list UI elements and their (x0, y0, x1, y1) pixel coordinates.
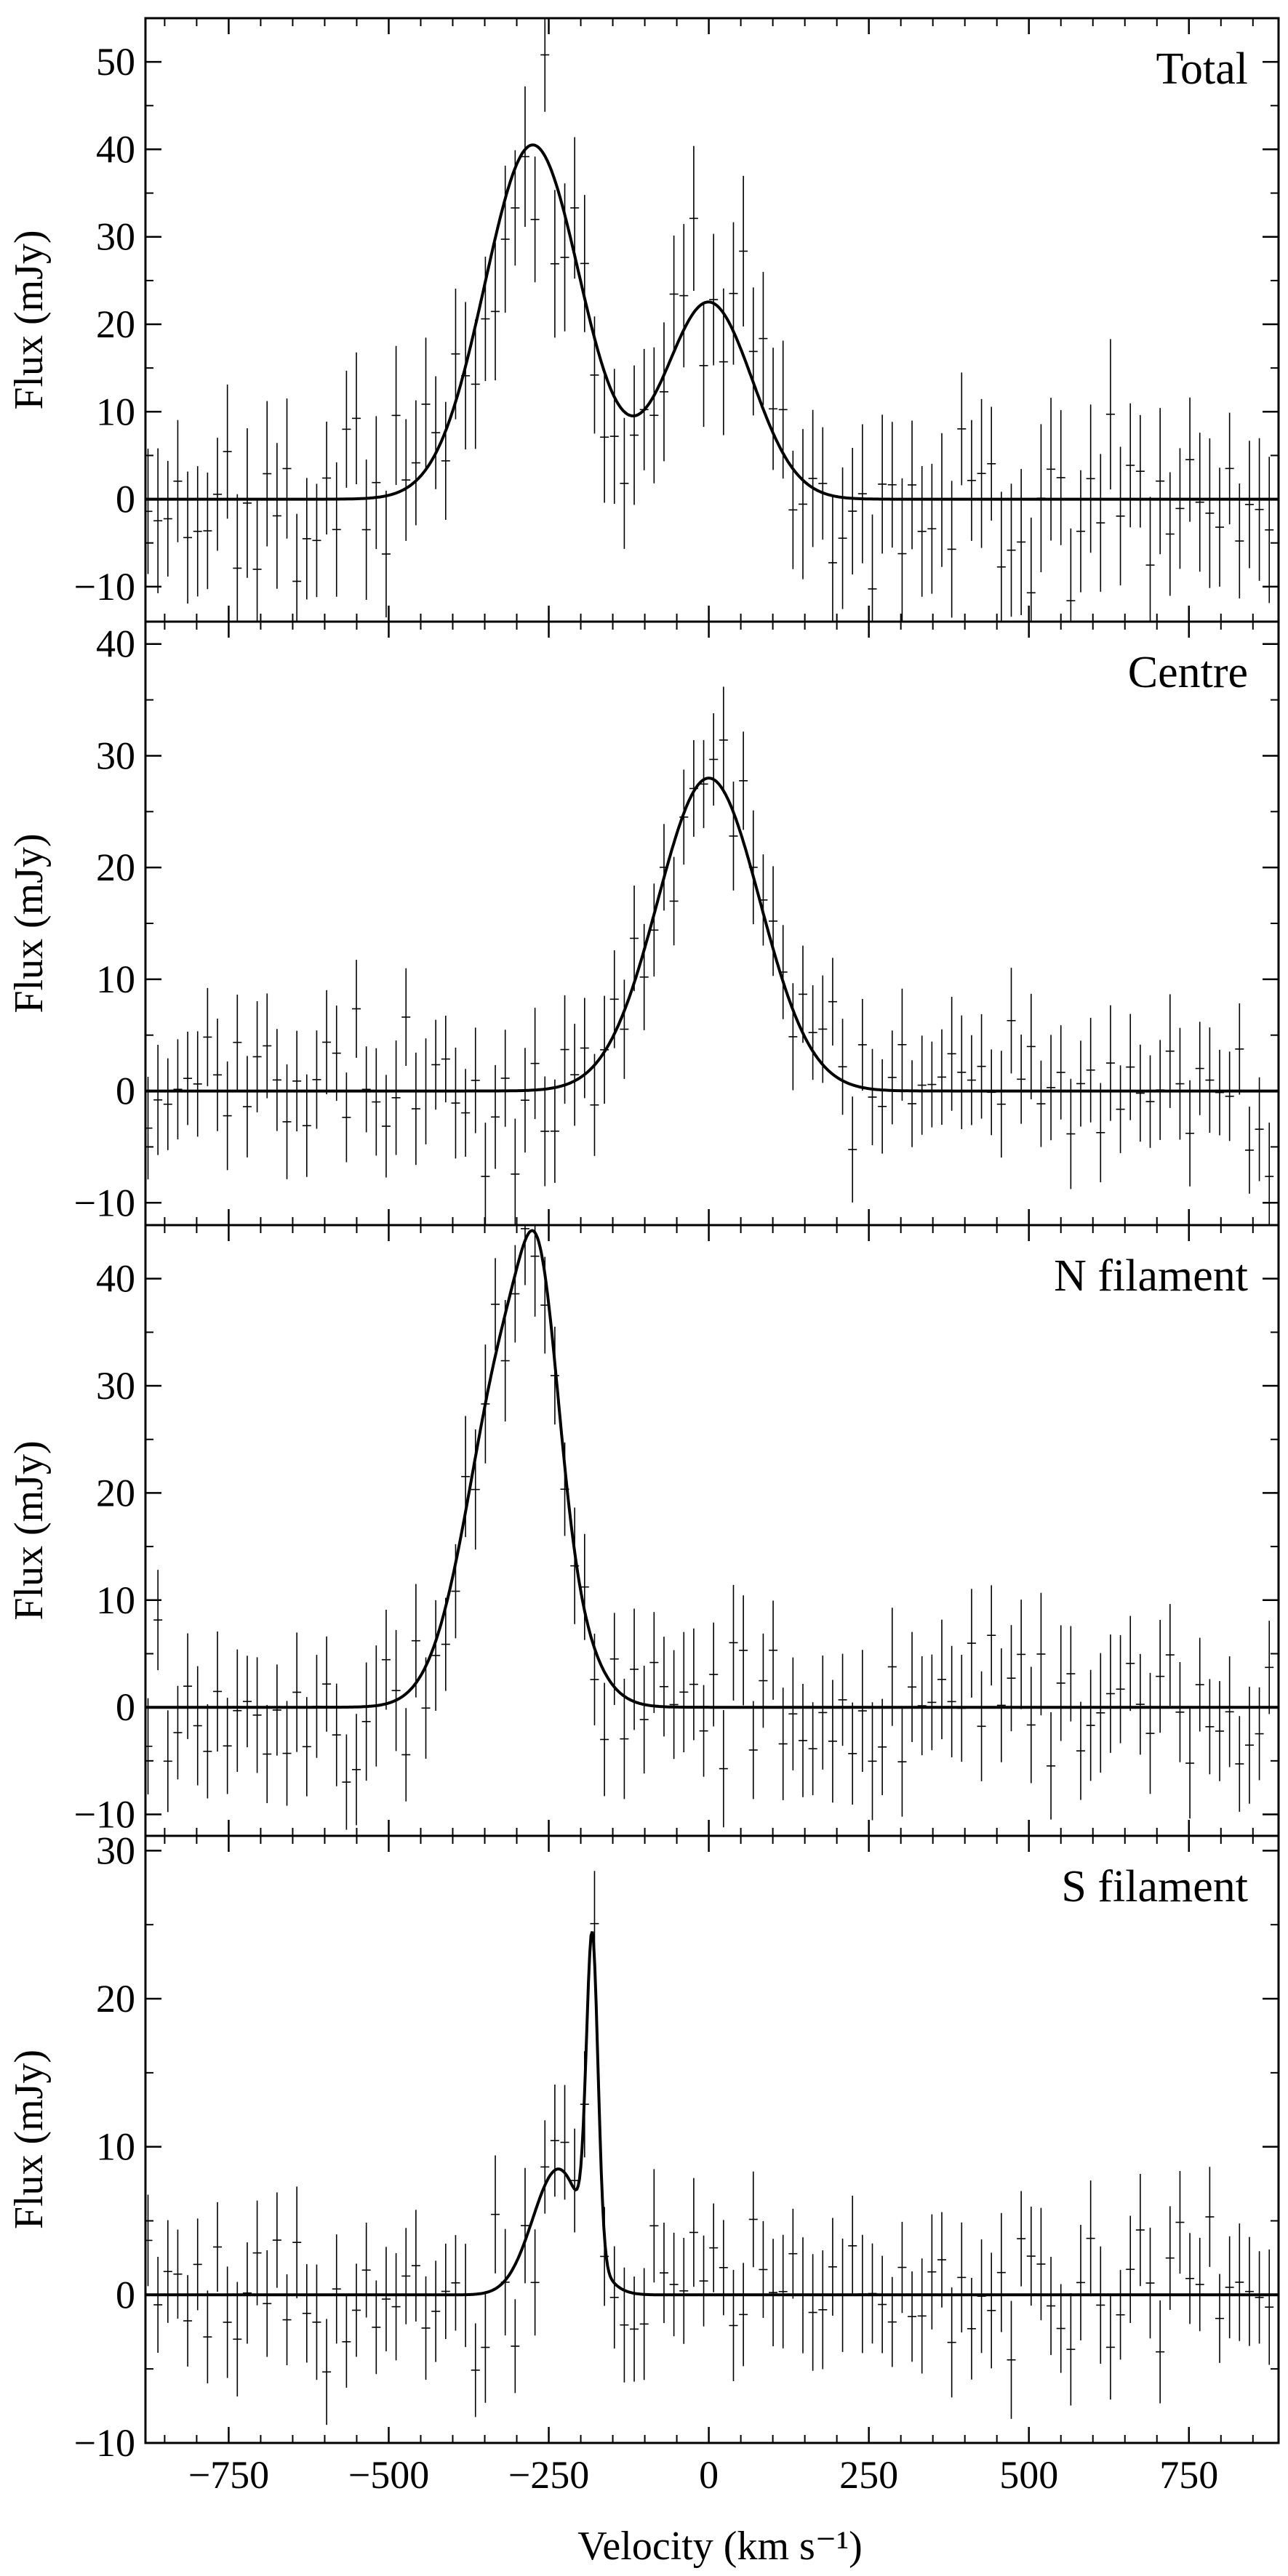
y-axis-label: Flux (mJy) (7, 1440, 52, 1620)
y-tick-label: −10 (74, 2421, 135, 2465)
panel-label: N filament (1054, 1251, 1248, 1301)
panel-frame (144, 1834, 1280, 2444)
x-tick-label: 250 (839, 2453, 898, 2497)
y-tick-label: −10 (74, 1181, 135, 1224)
x-axis-label: Velocity (km s⁻¹) (577, 2524, 863, 2569)
y-tick-label: 10 (96, 2125, 135, 2169)
y-axis-label: Flux (mJy) (7, 230, 52, 409)
plot-area (145, 686, 1279, 1225)
y-tick-label: 0 (116, 1685, 135, 1729)
y-tick-label: 50 (96, 40, 135, 84)
x-tick-label: −250 (508, 2453, 589, 2497)
model-fit-line (145, 1229, 1279, 1709)
plot-area (145, 1225, 1279, 1830)
data-points (145, 18, 1274, 622)
y-tick-label: 40 (96, 1257, 135, 1301)
plot-area (145, 18, 1279, 622)
y-axis-label: Flux (mJy) (7, 2050, 52, 2229)
x-tick-label: 500 (999, 2453, 1058, 2497)
y-tick-label: −10 (74, 1793, 135, 1837)
y-tick-label: 30 (96, 1829, 135, 1872)
panel-label: S filament (1061, 1862, 1248, 1911)
y-tick-label: 30 (96, 215, 135, 259)
panel-1: −10 0 10 20 30 40 50 Total Flux (mJy) (7, 17, 1280, 623)
y-tick-label: 30 (96, 1364, 135, 1408)
plot-area (145, 1871, 1279, 2425)
y-tick-label: 0 (116, 2273, 135, 2316)
y-tick-label: 20 (96, 846, 135, 889)
y-tick-label: 0 (116, 1070, 135, 1113)
y-axis-label: Flux (mJy) (7, 833, 52, 1013)
panel-4: −10 0 10 20 30 −750 −500 −250 0 250 500 750 S filame… (7, 1829, 1280, 2497)
x-tick-label: −500 (348, 2453, 429, 2497)
y-tick-label: −10 (74, 565, 135, 609)
y-tick-label: 0 (116, 478, 135, 521)
y-tick-label: 10 (96, 1578, 135, 1622)
x-tick-label: −750 (188, 2453, 269, 2497)
y-tick-label: 20 (96, 1471, 135, 1514)
y-tick-label: 20 (96, 1977, 135, 2021)
model-fit-line (145, 143, 1279, 501)
x-tick-label: 0 (699, 2453, 719, 2497)
model-fit-line (145, 777, 1279, 1093)
y-tick-label: 40 (96, 622, 135, 666)
y-tick-label: 40 (96, 127, 135, 171)
panel-3: −10 0 10 20 30 40 N filament Flux (mJy) (7, 1224, 1280, 1837)
y-tick-label: 20 (96, 302, 135, 346)
panel-label: Total (1156, 44, 1248, 94)
model-fit-line (145, 1931, 1279, 2297)
x-tick-label: 750 (1159, 2453, 1218, 2497)
panel-label: Centre (1128, 648, 1248, 697)
y-tick-label: 30 (96, 734, 135, 777)
y-tick-label: 10 (96, 958, 135, 1001)
y-tick-label: 10 (96, 390, 135, 433)
